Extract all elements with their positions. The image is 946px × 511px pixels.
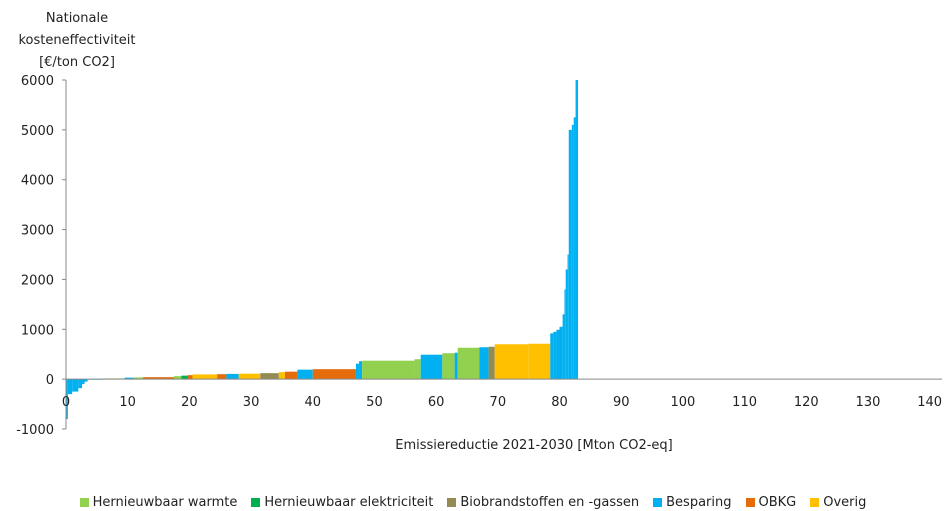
x-tick-label: 60 <box>428 395 445 410</box>
cost-bar <box>260 373 279 380</box>
cost-bar <box>565 269 568 380</box>
x-axis-title: Emissiereductie 2021-2030 [Mton CO2-eq] <box>395 438 672 453</box>
bars-group <box>66 80 579 420</box>
legend-label: Hernieuwbaar warmte <box>92 495 238 510</box>
cost-bar <box>82 379 85 385</box>
x-tick-label: 90 <box>613 395 630 410</box>
x-tick-label: 80 <box>551 395 568 410</box>
legend-item: OBKG <box>745 494 797 511</box>
x-tick-label: 70 <box>490 395 507 410</box>
cost-bar <box>285 371 298 380</box>
legend-item: Biobrandstoffen en -gassen <box>447 494 639 511</box>
x-tick-label: 40 <box>304 395 321 410</box>
legend-label: Biobrandstoffen en -gassen <box>460 495 640 510</box>
x-tick-label: 10 <box>119 395 136 410</box>
y-tick-label: 6000 <box>21 74 54 89</box>
cost-bar <box>556 329 560 380</box>
x-tick-label: 20 <box>181 395 198 410</box>
cost-bar <box>488 346 495 380</box>
legend-item: Besparing <box>653 494 732 511</box>
x-tick-label: 30 <box>243 395 260 410</box>
legend-label: Besparing <box>666 495 732 510</box>
cost-bar <box>312 369 356 380</box>
cost-bar <box>66 379 68 420</box>
cost-bar <box>571 124 574 380</box>
x-tick-label: 110 <box>732 395 757 410</box>
y-axis-title-line: [€/ton CO2] <box>39 55 115 70</box>
y-axis-title-line: kosteneffectiviteit <box>18 33 135 48</box>
cost-bar <box>124 377 134 380</box>
cost-bar <box>362 360 415 380</box>
legend-label: Hernieuwbaar elektriciteit <box>264 495 434 510</box>
cost-bar <box>454 352 458 380</box>
cost-bar <box>414 359 421 380</box>
legend-label: OBKG <box>758 495 797 510</box>
cost-bar <box>84 379 88 382</box>
x-tick-label: 100 <box>670 395 695 410</box>
x-tick-label: 0 <box>62 395 70 410</box>
legend-swatch <box>653 498 663 507</box>
cost-bar <box>238 373 261 380</box>
cost-bar <box>187 375 193 380</box>
legend-swatch <box>745 498 755 507</box>
y-tick-label: 1000 <box>21 323 54 338</box>
y-tick-label: 5000 <box>21 124 54 139</box>
cost-bar <box>78 379 83 389</box>
x-tick-label: 120 <box>794 395 819 410</box>
cost-bar <box>143 377 174 380</box>
cost-bar <box>133 377 144 380</box>
y-axis-title: Nationale kosteneffectiviteit [€/ton CO2] <box>18 11 135 70</box>
cost-bar <box>567 254 569 380</box>
y-tick-label: 0 <box>46 373 54 388</box>
legend-swatch <box>447 498 457 507</box>
y-tick-label: -1000 <box>16 423 54 438</box>
cost-bar <box>226 373 239 380</box>
cost-bar <box>217 374 227 380</box>
legend-item: Overig <box>810 494 866 511</box>
legend-item: Hernieuwbaar warmte <box>79 494 238 511</box>
x-tick-label: 130 <box>856 395 881 410</box>
y-tick-label: 2000 <box>21 273 54 288</box>
x-tick-label: 50 <box>366 395 383 410</box>
cost-bar <box>528 343 551 380</box>
cost-bar <box>553 331 557 380</box>
y-tick-labels: 6000 5000 4000 3000 2000 1000 0 -1000 <box>16 74 54 438</box>
legend: Hernieuwbaar warmte Hernieuwbaar elektric… <box>0 494 946 511</box>
legend-swatch <box>79 498 89 507</box>
y-tick-label: 4000 <box>21 174 54 189</box>
cost-bar <box>559 326 563 380</box>
cost-bar <box>564 289 566 380</box>
legend-swatch <box>810 498 820 507</box>
y-tick-label: 3000 <box>21 224 54 239</box>
cost-bar <box>181 375 188 380</box>
cost-bar <box>355 363 360 380</box>
cost-bar <box>494 344 529 380</box>
cost-bar <box>192 374 218 380</box>
cost-bar <box>72 379 79 392</box>
axes-group <box>62 79 942 430</box>
cost-bar <box>575 80 579 380</box>
legend-label: Overig <box>823 495 867 510</box>
cost-bar <box>550 333 554 380</box>
cost-bar <box>573 117 576 380</box>
legend-swatch <box>251 498 261 507</box>
cost-bar <box>297 369 313 380</box>
cost-bar <box>457 347 480 380</box>
cost-bar <box>67 379 73 395</box>
cost-bar <box>278 372 285 380</box>
x-tick-label: 140 <box>917 395 942 410</box>
cost-bar <box>442 353 455 380</box>
cost-bar <box>359 361 363 380</box>
y-axis-title-line: Nationale <box>46 11 108 26</box>
cost-bar <box>479 347 489 380</box>
legend-item: Hernieuwbaar elektriciteit <box>251 494 433 511</box>
cost-bar <box>568 129 572 380</box>
cost-bar <box>420 354 443 380</box>
x-tick-labels: 0 10 20 30 40 50 60 70 80 90 100 110 120 130 140 <box>62 395 942 410</box>
cost-bar <box>562 314 565 380</box>
cost-bar <box>173 376 182 380</box>
